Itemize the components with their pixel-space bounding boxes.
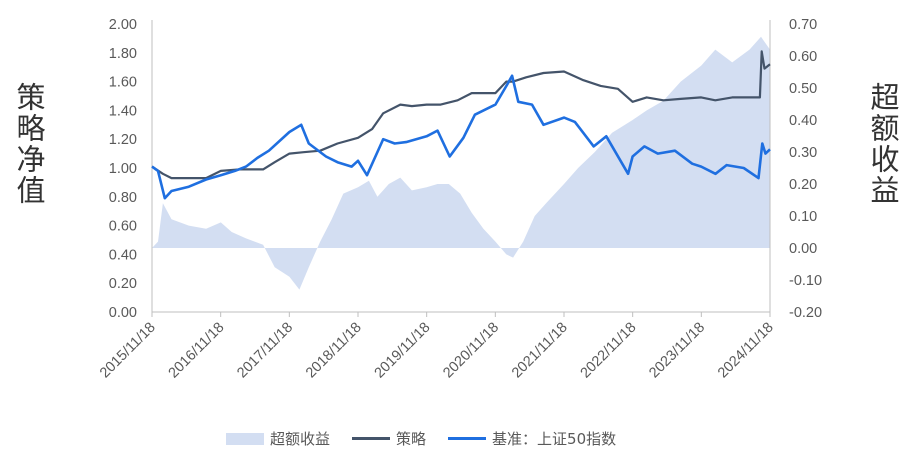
x-tick-label: 2023/11/18 xyxy=(646,320,708,382)
x-tick-label: 2022/11/18 xyxy=(578,320,640,382)
legend-item-excess: 超额收益 xyxy=(226,428,330,449)
x-tick-label: 2024/11/18 xyxy=(715,320,777,382)
y-tick-left-label: 1.60 xyxy=(109,75,137,91)
legend-item-strategy: 策略 xyxy=(352,428,426,449)
y-tick-right-label: 0.50 xyxy=(789,81,817,97)
x-tick-label: 2015/11/18 xyxy=(97,320,159,382)
y-tick-left-label: 0.80 xyxy=(109,190,137,206)
y-tick-right-label: 0.70 xyxy=(789,17,817,33)
y-tick-left-label: 1.80 xyxy=(109,46,137,62)
x-tick-label: 2021/11/18 xyxy=(509,320,571,382)
y-tick-right-label: -0.20 xyxy=(789,305,822,321)
legend-label-excess: 超额收益 xyxy=(270,430,331,448)
y-tick-left-label: 0.20 xyxy=(109,276,137,292)
y-tick-right-label: -0.10 xyxy=(789,273,822,289)
y-tick-right-label: 0.60 xyxy=(789,49,817,65)
y-tick-right-label: 0.20 xyxy=(789,177,817,193)
x-tick-label: 2016/11/18 xyxy=(166,320,228,382)
y-tick-right-label: 0.30 xyxy=(789,145,817,161)
axis-layer xyxy=(151,20,771,317)
y-tick-left-label: 1.20 xyxy=(109,132,137,148)
legend: 超额收益 策略 基准：上证50指数 xyxy=(226,428,638,449)
y-tick-left-label: 2.00 xyxy=(109,17,137,33)
legend-label-strategy: 策略 xyxy=(396,430,427,448)
y-tick-left-label: 1.00 xyxy=(109,161,137,177)
series-line-benchmark xyxy=(151,74,771,200)
y-tick-right-label: 0.10 xyxy=(789,209,817,225)
series-line-strategy xyxy=(151,50,771,180)
y-tick-left-label: 0.00 xyxy=(109,305,137,321)
y-tick-left-label: 0.40 xyxy=(109,247,137,263)
x-tick-label: 2017/11/18 xyxy=(234,320,296,382)
x-tick-label: 2018/11/18 xyxy=(303,320,365,382)
x-tick-label: 2019/11/18 xyxy=(372,320,434,382)
legend-swatch-excess xyxy=(226,432,264,445)
y-axis-left-title: 策略净值 xyxy=(12,82,46,206)
legend-swatch-strategy xyxy=(352,437,391,440)
legend-label-benchmark: 基准：上证50指数 xyxy=(492,430,617,448)
y-axis-right-title: 超额收益 xyxy=(866,82,900,206)
line-layer xyxy=(151,50,771,200)
excess-return-area-layer xyxy=(152,36,770,290)
series-area-excess-return xyxy=(152,36,770,290)
y-tick-left-label: 1.40 xyxy=(109,103,137,119)
legend-item-benchmark: 基准：上证50指数 xyxy=(448,428,616,449)
legend-swatch-benchmark xyxy=(448,437,487,440)
y-tick-left-label: 0.60 xyxy=(109,219,137,235)
y-tick-right-label: 0.40 xyxy=(789,113,817,129)
y-tick-right-label: 0.00 xyxy=(789,241,817,257)
x-tick-label: 2020/11/18 xyxy=(440,320,502,382)
